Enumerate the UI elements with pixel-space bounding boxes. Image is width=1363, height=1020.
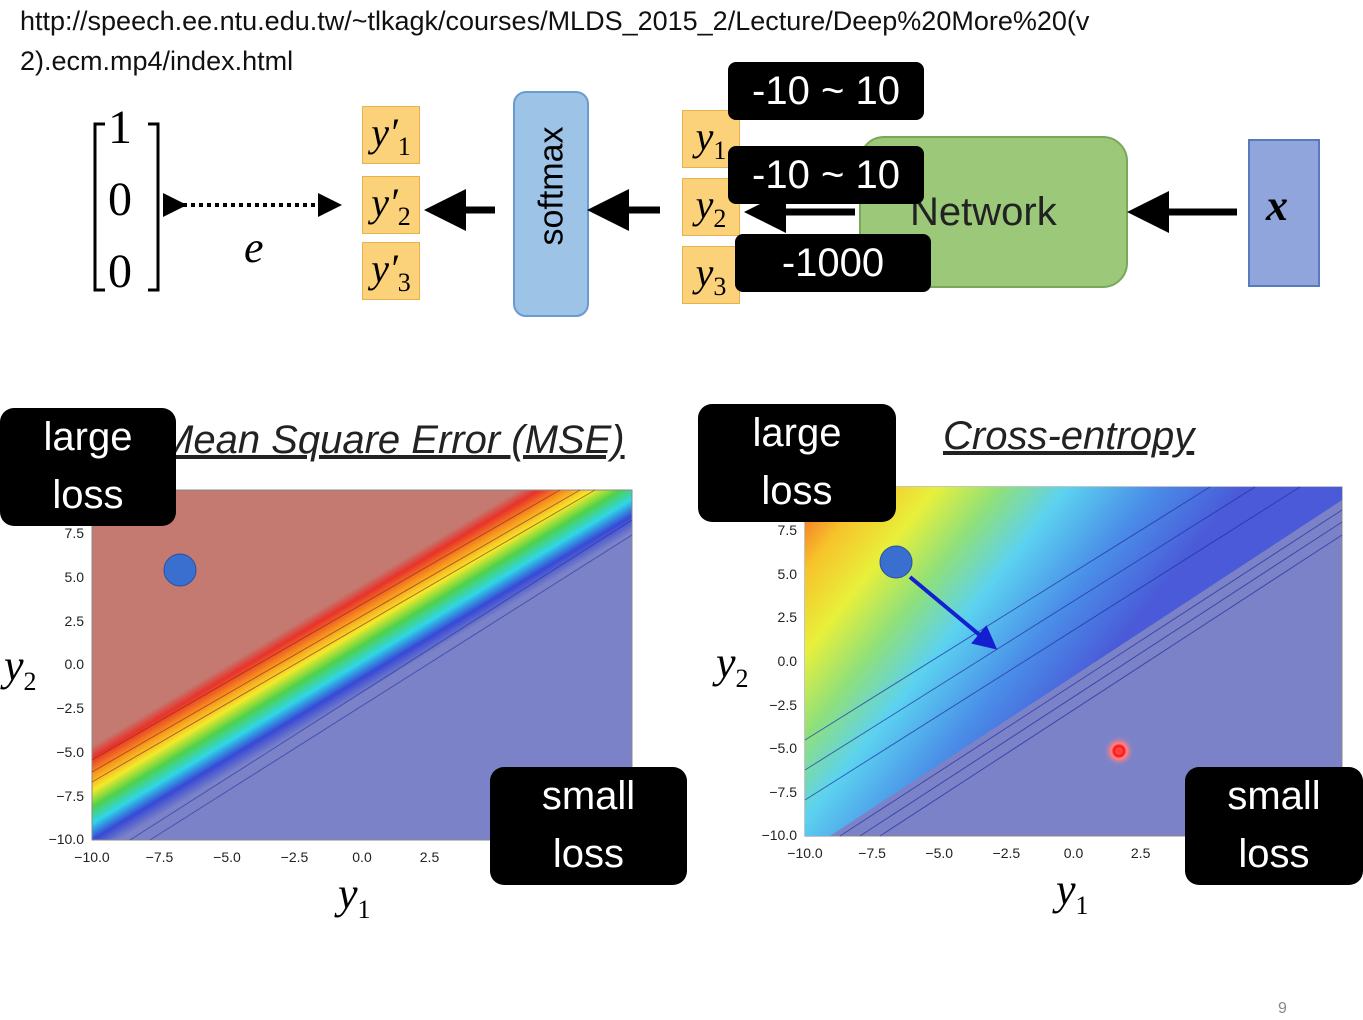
output-sub: 2 — [713, 204, 727, 233]
output-base: y — [695, 114, 714, 159]
y-tick-label: −2.5 — [56, 700, 84, 716]
softmax-output: y′2 — [362, 176, 420, 234]
y-tick-label: 7.5 — [64, 525, 84, 541]
y-tick-label: 2.5 — [777, 609, 797, 626]
x-tick-label: 2.5 — [419, 849, 440, 865]
x-tick-label: −10.0 — [74, 849, 110, 865]
y-axis-label-base: y — [716, 638, 736, 687]
x-axis-label: y1 — [338, 868, 371, 925]
output-sub: 1 — [713, 136, 727, 165]
x-axis-label-sub: 1 — [1075, 890, 1089, 920]
output-base: y — [695, 182, 714, 227]
x-axis-label-base: y — [338, 869, 358, 918]
error-label: e — [244, 223, 264, 272]
x-tick-label: −10.0 — [787, 845, 823, 861]
range-box: -10 ~ 10 — [728, 146, 924, 204]
softmax-output-sub: 1 — [397, 132, 411, 161]
y-tick-label: −7.5 — [56, 787, 84, 804]
input-label: x — [1266, 181, 1288, 230]
softmax-output-base: y′ — [371, 246, 398, 291]
y-axis-label-base: y — [4, 641, 24, 690]
x-tick-label: −5.0 — [925, 845, 954, 861]
y-tick-label: 0.0 — [777, 652, 797, 669]
small-loss-box: small loss — [490, 767, 687, 885]
output: y3 — [682, 246, 740, 304]
y-tick-label: 0.0 — [64, 656, 84, 673]
x-tick-label: 2.5 — [1130, 845, 1151, 861]
softmax-output-sub: 2 — [397, 202, 411, 231]
y-tick-label: −7.5 — [769, 783, 797, 800]
y-tick-label: 7.5 — [777, 522, 797, 538]
large-loss-box: large loss — [698, 404, 896, 522]
x-axis-label-sub: 1 — [357, 894, 371, 924]
x-tick-label: −7.5 — [145, 849, 174, 865]
url-line: 2).ecm.mp4/index.html — [20, 46, 294, 76]
large-loss-box: large loss — [0, 408, 176, 526]
y-tick-label: −10.0 — [761, 827, 797, 844]
softmax-output-base: y′ — [371, 110, 398, 155]
x-tick-label: 0.0 — [352, 849, 372, 865]
y-tick-label: −10.0 — [48, 831, 84, 848]
y-tick-label: 5.0 — [64, 568, 84, 585]
range-box: -1000 — [735, 234, 931, 292]
softmax-output: y′3 — [362, 242, 420, 300]
softmax-output-base: y′ — [371, 180, 398, 225]
small-loss-box: small loss — [1185, 767, 1363, 885]
x-tick-label: −5.0 — [213, 849, 241, 865]
y-axis-label-sub: 2 — [735, 663, 749, 693]
output-sub: 3 — [713, 272, 727, 301]
url-line: http://speech.ee.ntu.edu.tw/~tlkagk/cour… — [20, 6, 1090, 36]
vector-entry: 0 — [108, 173, 132, 226]
x-axis-label: y1 — [1056, 864, 1089, 921]
y-axis-label: y2 — [716, 637, 749, 694]
vector-entry: 0 — [108, 245, 132, 298]
y-tick-label: 5.0 — [777, 565, 797, 582]
plot-title: Cross-entropy — [943, 414, 1195, 458]
plot-title: Mean Square Error (MSE) — [160, 418, 625, 462]
network-label: Network — [910, 190, 1057, 234]
range-box: -10 ~ 10 — [728, 62, 924, 120]
y-tick-label: −5.0 — [769, 740, 797, 757]
output-base: y — [695, 250, 714, 295]
x-tick-label: 0.0 — [1063, 845, 1084, 861]
y-tick-label: 2.5 — [64, 612, 84, 629]
x-axis-label-base: y — [1056, 865, 1076, 914]
y-axis-label: y2 — [4, 640, 37, 697]
x-tick-label: −7.5 — [858, 845, 886, 861]
y-axis-label-sub: 2 — [23, 666, 37, 696]
softmax-output-sub: 3 — [397, 268, 411, 297]
page-number: 9 — [1278, 1000, 1287, 1017]
x-tick-label: −2.5 — [992, 845, 1021, 861]
y-tick-label: −2.5 — [769, 696, 797, 713]
y-tick-label: −5.0 — [56, 743, 84, 760]
softmax-output: y′1 — [362, 106, 420, 164]
vector-entry: 1 — [108, 101, 132, 154]
softmax-label: softmax — [532, 126, 571, 246]
x-tick-label: −2.5 — [280, 849, 309, 865]
